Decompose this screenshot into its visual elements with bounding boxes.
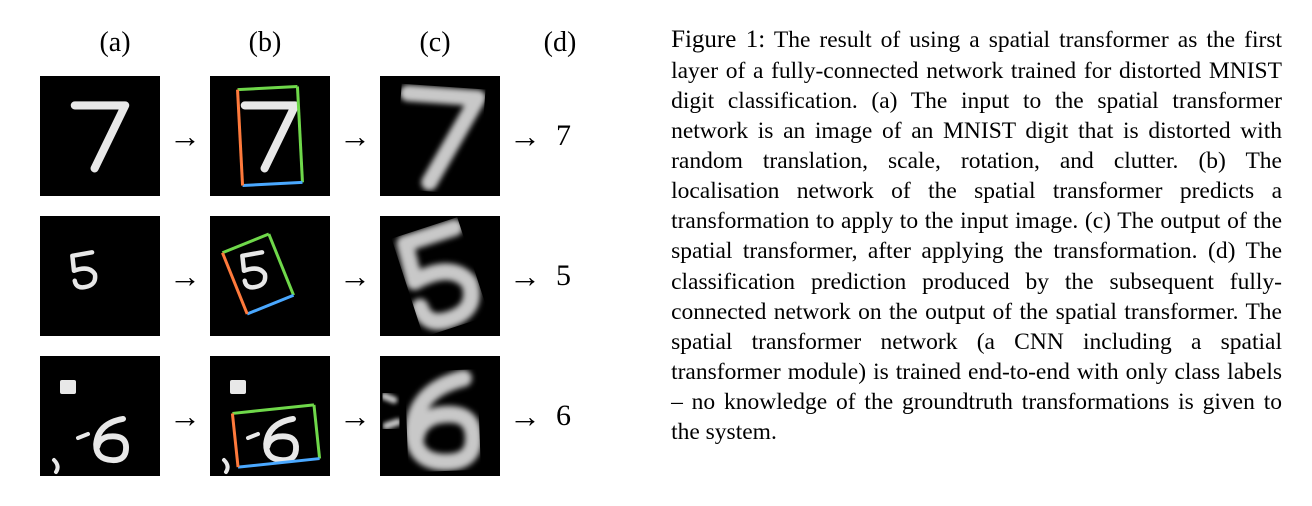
header-c: (c) [350,27,520,59]
figure-rows: →→→7→→→5→→→6 [40,66,641,486]
tile-input [40,76,160,196]
figure-row: →→→5 [40,206,641,346]
prediction-label: 6 [550,399,590,433]
column-headers: (a) (b) (c) (d) [40,20,641,66]
arrow-icon: → [330,258,380,295]
tile-localisation [210,216,330,336]
arrow-icon: → [330,118,380,155]
header-a: (a) [50,27,180,59]
figure-row: →→→7 [40,66,641,206]
arrow-icon: → [160,258,210,295]
prediction-label: 7 [550,119,590,153]
tile-output [380,76,500,196]
arrow-icon: → [500,258,550,295]
tile-localisation [210,356,330,476]
tile-localisation [210,76,330,196]
caption-body: The result of using a spatial transforme… [671,27,1282,445]
tile-output [380,216,500,336]
prediction-label: 5 [550,259,590,293]
figure-caption: Figure 1: The result of using a spatial … [671,20,1282,486]
tile-input [40,356,160,476]
figure-panel: (a) (b) (c) (d) →→→7→→→5→→→6 [40,20,641,486]
arrow-icon: → [160,398,210,435]
arrow-icon: → [500,118,550,155]
figure-row: →→→6 [40,346,641,486]
tile-input [40,216,160,336]
arrow-icon: → [160,118,210,155]
tile-output [380,356,500,476]
arrow-icon: → [500,398,550,435]
header-b: (b) [180,27,350,59]
arrow-icon: → [330,398,380,435]
header-d: (d) [520,27,600,59]
caption-lead: Figure 1: [671,26,765,53]
